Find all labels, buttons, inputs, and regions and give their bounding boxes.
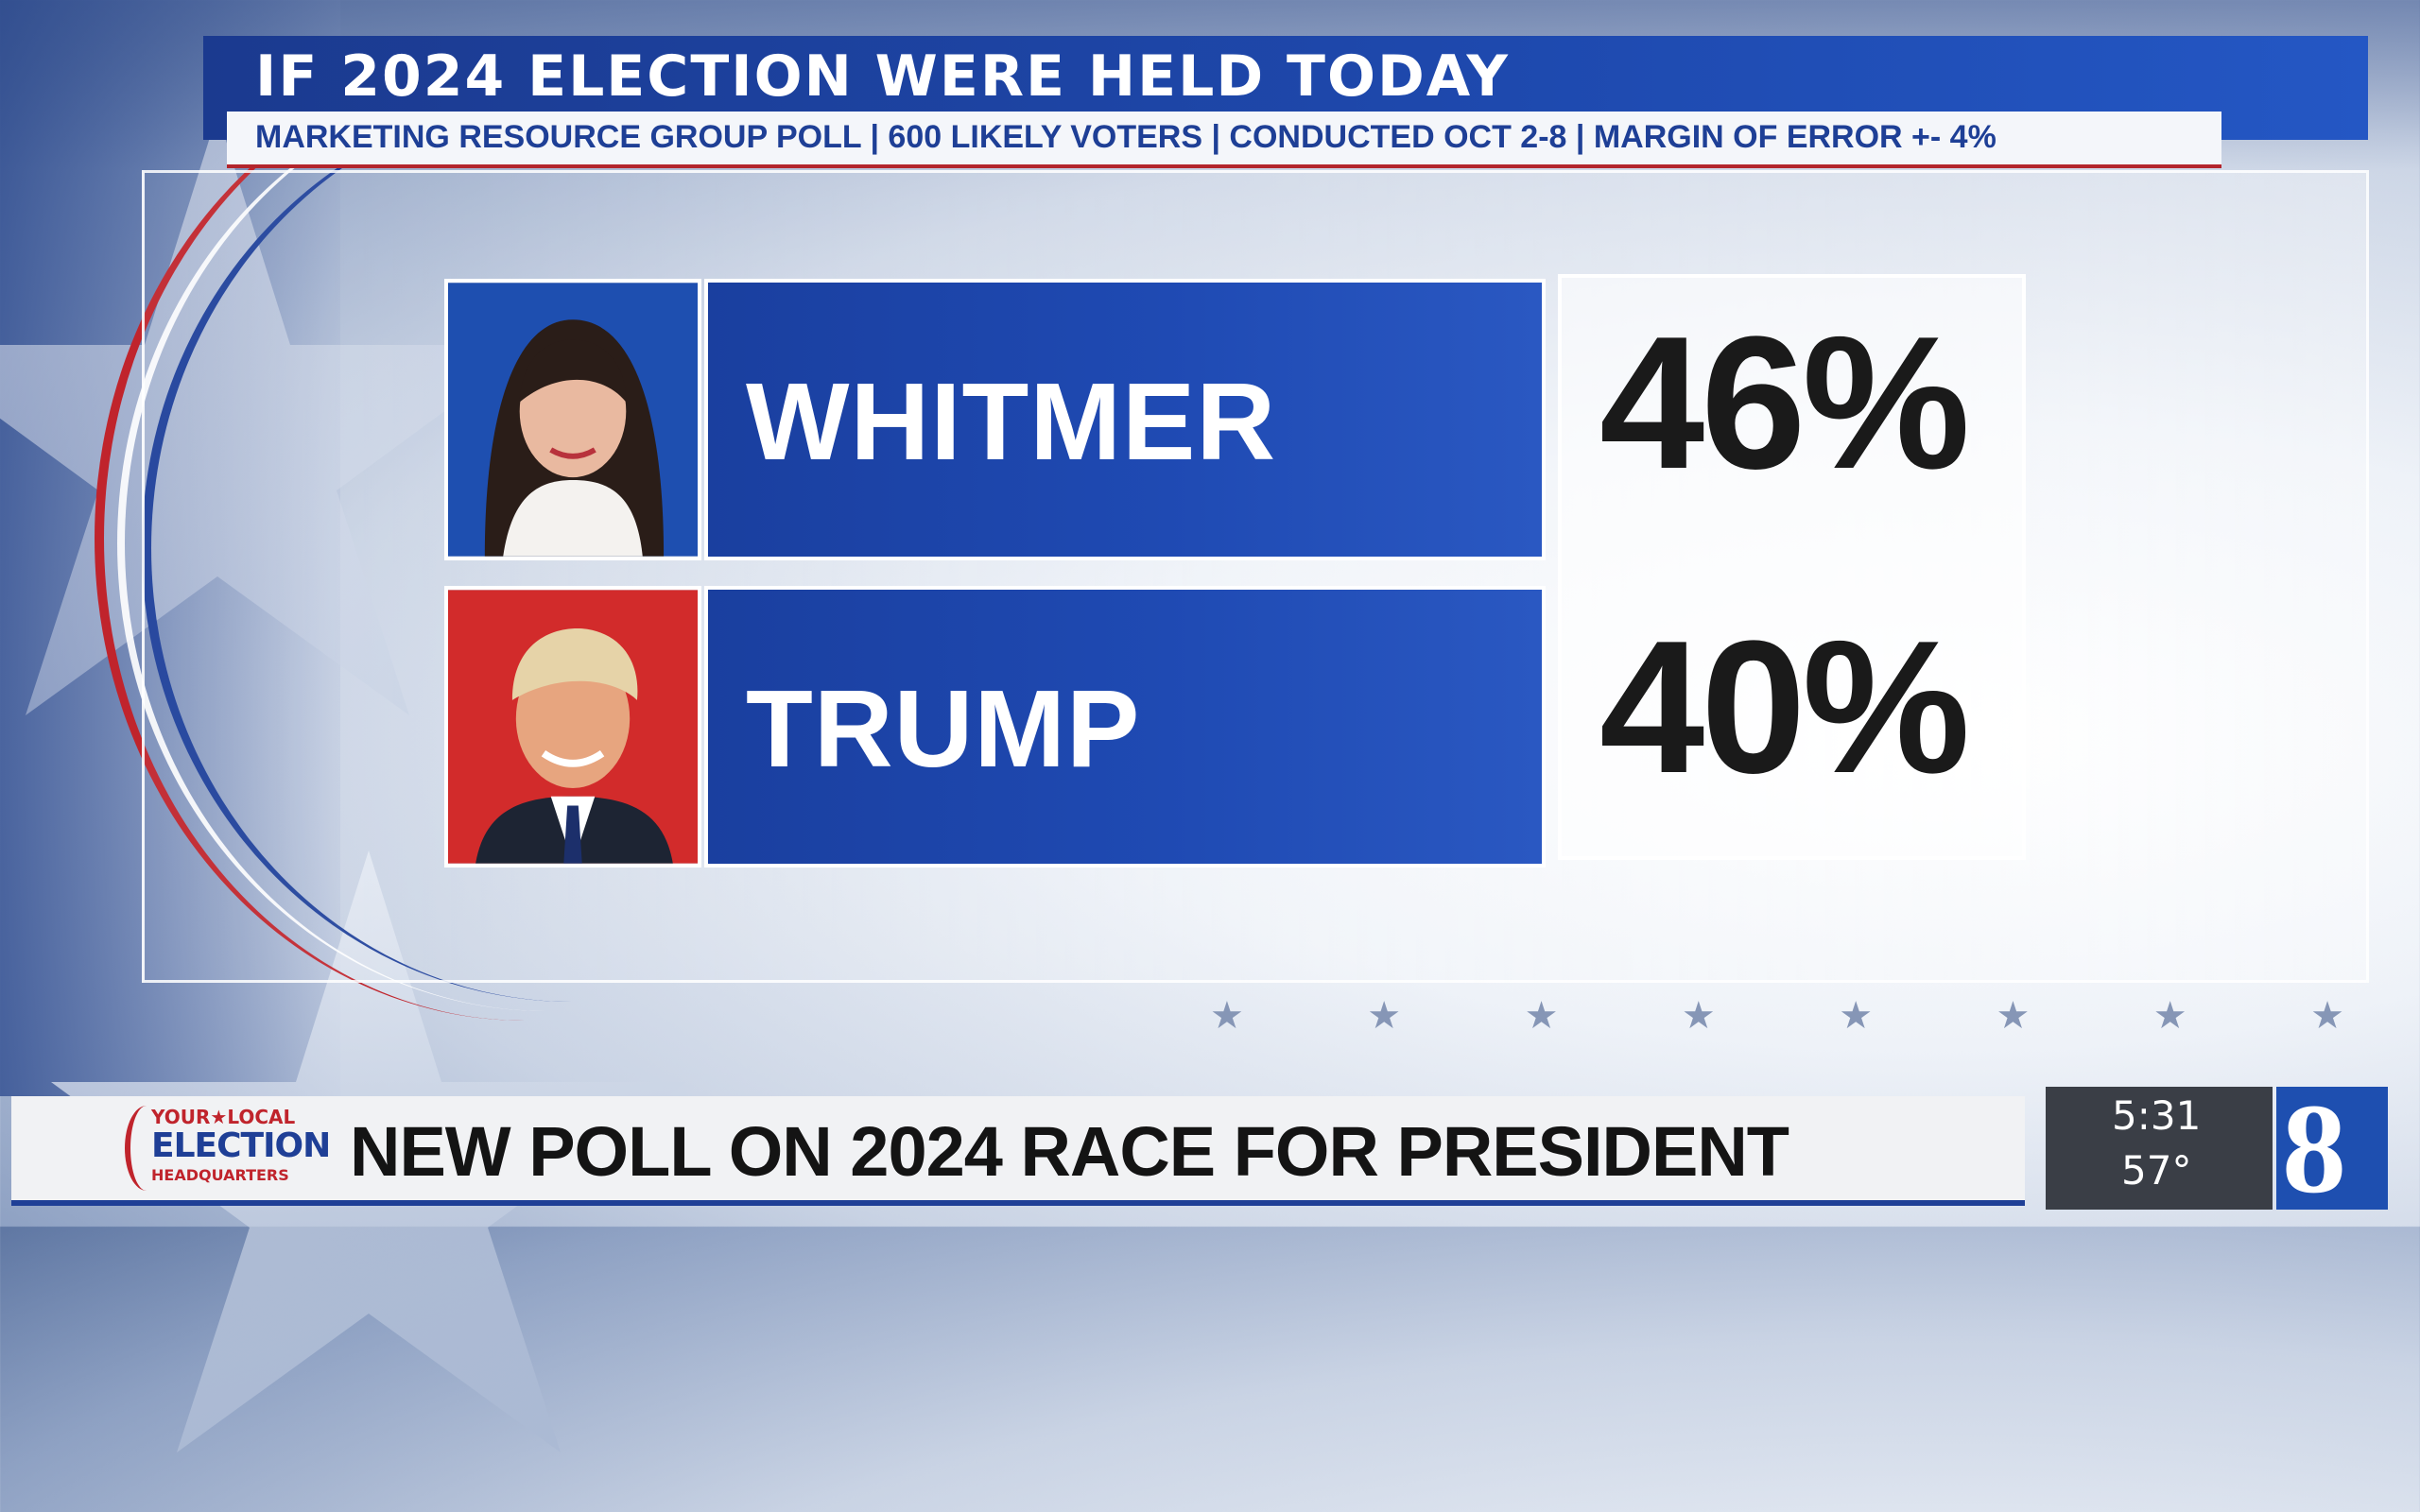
candidate-percent-whitmer: 46% (1599, 298, 1970, 508)
candidate-name: TRUMP (746, 667, 1141, 790)
graphic-subtitle: MARKETING RESOURCE GROUP POLL | 600 LIKE… (255, 119, 1996, 155)
candidate-row-whitmer: WHITMER (444, 279, 1546, 560)
candidate-name-bar: WHITMER (704, 279, 1546, 560)
candidate-portrait (444, 586, 701, 868)
candidate-name-bar: TRUMP (704, 586, 1546, 868)
candidate-row-trump: TRUMP (444, 586, 1546, 868)
star-icon: ★ (1524, 994, 1559, 1038)
percentage-box: 46% 40% (1558, 274, 2026, 860)
election-hq-logo: YOUR★LOCAL ELECTION HEADQUARTERS (125, 1106, 333, 1191)
time-display: 5:31 (2112, 1092, 2202, 1139)
star-icon: ★ (1367, 994, 1402, 1038)
portrait-woman-icon (448, 283, 698, 557)
star-icon: ★ (1996, 994, 2031, 1038)
star-icon: ★ (1839, 994, 1874, 1038)
candidate-name: WHITMER (746, 360, 1277, 483)
logo-line1: YOUR★LOCAL (151, 1106, 296, 1128)
star-icon: ★ (2152, 994, 2187, 1038)
channel-logo: 8 (2276, 1078, 2388, 1220)
star-icon: ★ (2310, 994, 2344, 1038)
temperature-display: 57° (2121, 1147, 2192, 1194)
star-icon: ★ (1210, 994, 1244, 1038)
candidate-percent-trump: 40% (1599, 602, 1970, 813)
time-temperature-bug: 5:31 57° (2046, 1087, 2273, 1210)
portrait-man-icon (448, 590, 698, 864)
logo-line3: HEADQUARTERS (151, 1166, 289, 1184)
headline: NEW POLL ON 2024 RACE FOR PRESIDENT (350, 1112, 1789, 1191)
decorative-stars: ★ ★ ★ ★ ★ ★ ★ ★ (1210, 994, 2344, 1041)
channel-number: 8 (2282, 1078, 2346, 1220)
lower-third: YOUR★LOCAL ELECTION HEADQUARTERS NEW POL… (11, 1096, 2025, 1206)
logo-arc-icon (125, 1106, 168, 1191)
candidate-portrait (444, 279, 701, 560)
graphic-subtitle-bar: MARKETING RESOURCE GROUP POLL | 600 LIKE… (227, 112, 2221, 168)
star-icon: ★ (1681, 994, 1716, 1038)
graphic-title: IF 2024 ELECTION WERE HELD TODAY (255, 43, 1510, 110)
logo-line2: ELECTION (151, 1126, 331, 1165)
